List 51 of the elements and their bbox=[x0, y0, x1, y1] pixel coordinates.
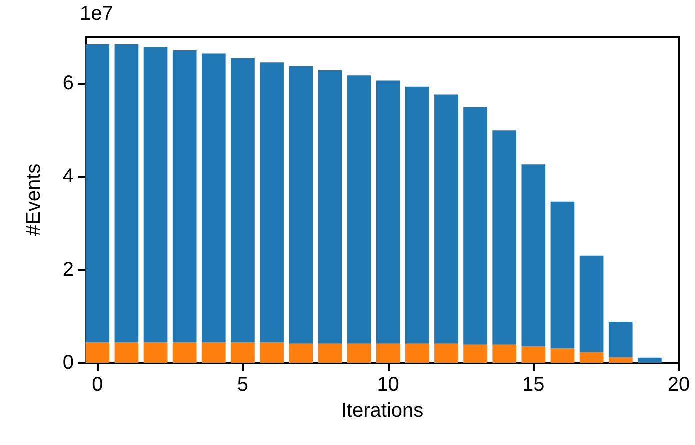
bar bbox=[405, 86, 430, 344]
bar bbox=[608, 357, 633, 363]
x-tick-label: 5 bbox=[237, 374, 249, 396]
bar bbox=[434, 94, 458, 344]
bar bbox=[580, 352, 604, 363]
bar bbox=[376, 344, 400, 363]
text: 1e7 bbox=[80, 3, 114, 25]
bar bbox=[231, 342, 255, 363]
bar bbox=[464, 107, 488, 345]
bar bbox=[347, 76, 372, 344]
y-tick-label: 0 bbox=[62, 352, 74, 374]
bar bbox=[550, 348, 575, 363]
y-tick-label: 6 bbox=[62, 72, 74, 95]
y-tick-label: 2 bbox=[62, 258, 74, 281]
bar bbox=[172, 342, 197, 363]
bar bbox=[405, 344, 430, 363]
bar bbox=[550, 202, 575, 349]
bar bbox=[434, 344, 458, 363]
bar bbox=[318, 344, 342, 363]
bar bbox=[522, 164, 546, 347]
bar bbox=[464, 344, 488, 363]
bar bbox=[86, 342, 110, 363]
bar bbox=[289, 66, 314, 344]
y-tick-label: 4 bbox=[62, 166, 74, 188]
bar bbox=[347, 344, 372, 363]
bar bbox=[202, 342, 226, 363]
bar bbox=[289, 344, 314, 363]
bar bbox=[172, 50, 197, 343]
bar bbox=[86, 44, 110, 343]
bar bbox=[144, 47, 168, 343]
x-tick-label: 0 bbox=[92, 374, 104, 396]
bar bbox=[260, 62, 284, 343]
x-tick-label: 10 bbox=[377, 374, 400, 396]
bar bbox=[376, 80, 400, 344]
bar bbox=[608, 322, 633, 358]
bar bbox=[202, 54, 226, 343]
bar bbox=[638, 358, 662, 363]
bar bbox=[318, 70, 342, 344]
bar bbox=[580, 256, 604, 352]
bar bbox=[231, 58, 255, 343]
bar bbox=[114, 44, 139, 343]
bar bbox=[260, 342, 284, 363]
x-axis-title: Iterations bbox=[341, 400, 424, 422]
bar bbox=[492, 344, 517, 363]
bar bbox=[144, 342, 168, 363]
x-tick-label: 20 bbox=[668, 374, 690, 396]
y-axis-title: #Events bbox=[23, 164, 45, 236]
bar bbox=[114, 342, 139, 363]
x-tick-label: 15 bbox=[522, 374, 545, 396]
bar bbox=[492, 130, 517, 345]
bar bbox=[522, 346, 546, 363]
